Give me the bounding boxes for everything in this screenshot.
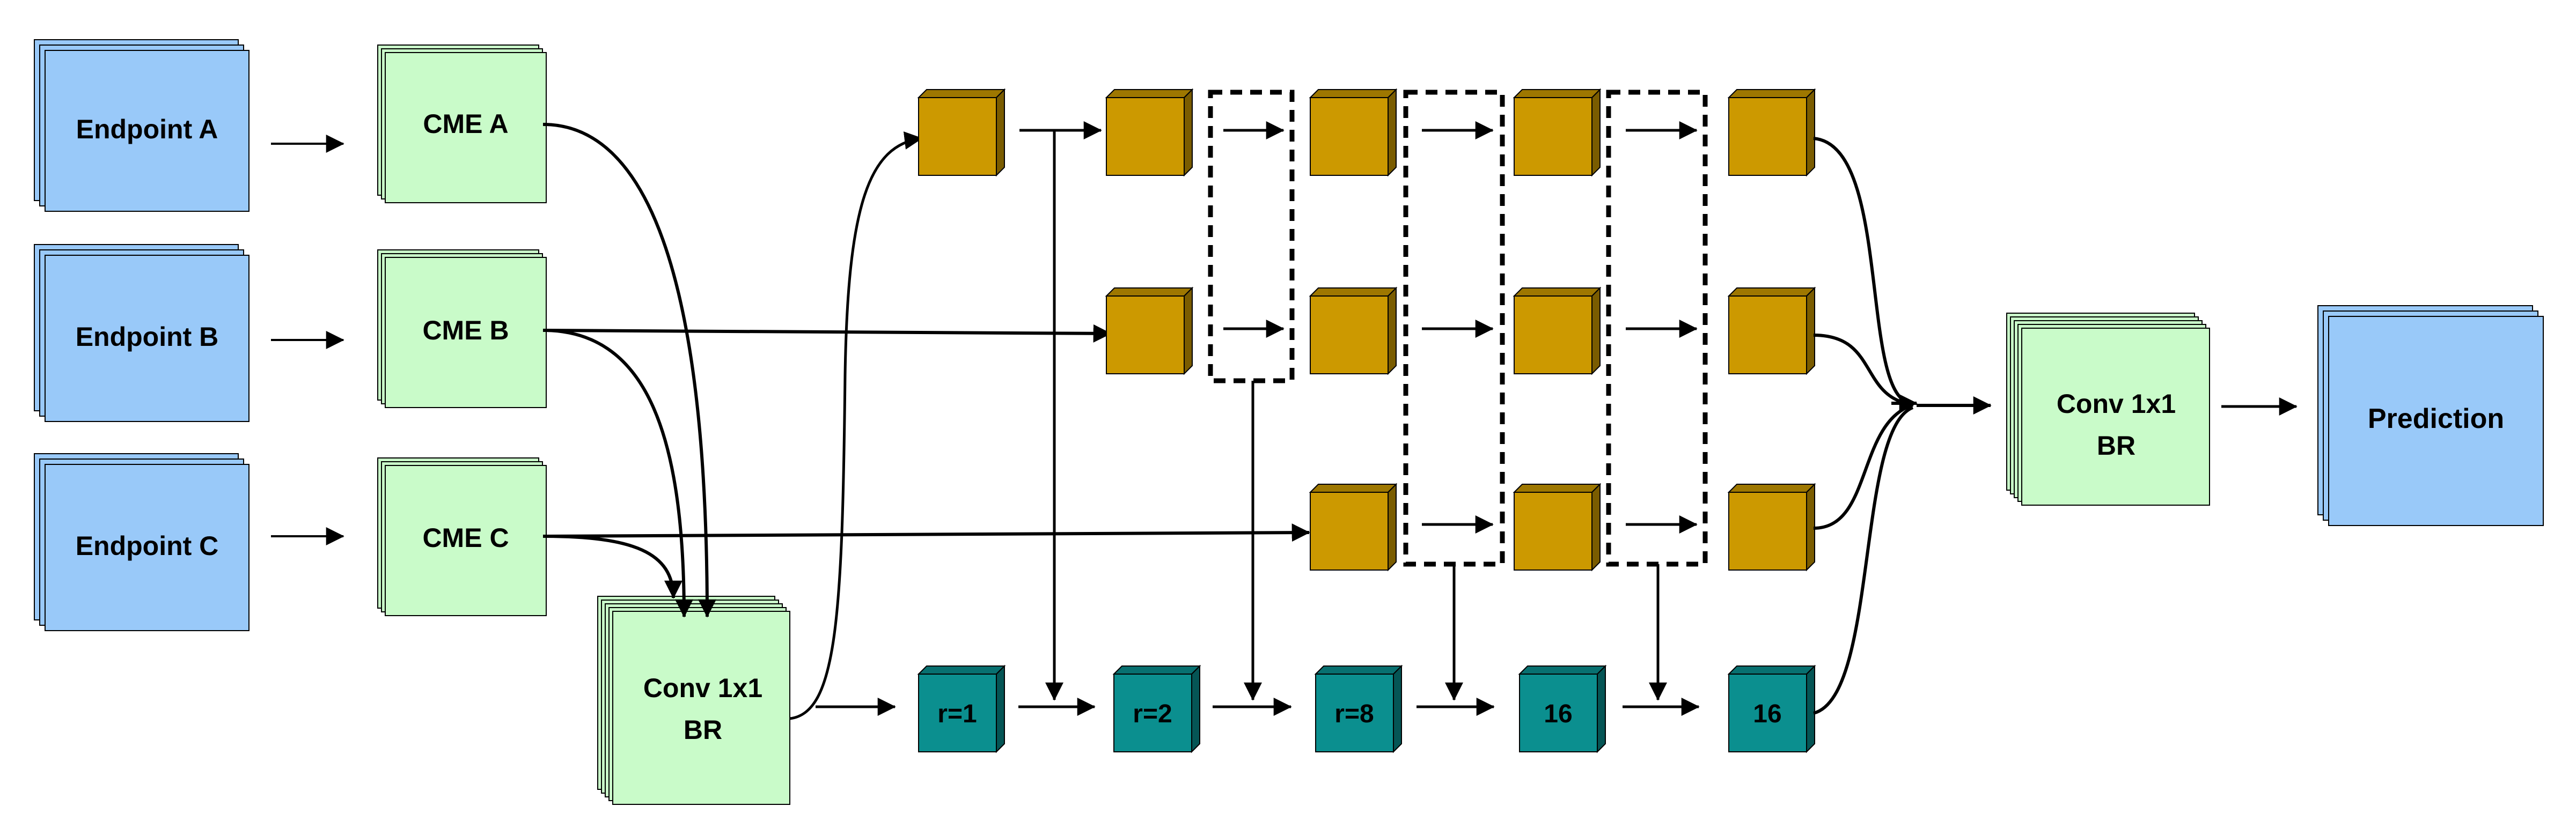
- fusion-outputs: [789, 131, 923, 720]
- prediction-label: Prediction: [2368, 403, 2504, 434]
- merge-curves: [1813, 137, 1992, 715]
- cme-c-label: CME C: [422, 523, 509, 553]
- cme-a-node: CME A: [377, 45, 547, 203]
- feature-cube: [917, 88, 1006, 177]
- fusion-conv-line1: Conv 1x1: [643, 673, 762, 703]
- cme-c-node: CME C: [377, 457, 547, 616]
- feature-cube: [1513, 483, 1602, 572]
- dilation-rate-label: r=2: [1133, 700, 1172, 728]
- endpoint-c-node: Endpoint C: [34, 453, 249, 631]
- feature-cube: [1309, 286, 1398, 375]
- dilation-cube-r1: r=1: [917, 664, 1006, 753]
- feature-cube: [1513, 88, 1602, 177]
- dilation-cube-r16a: 16: [1518, 664, 1607, 753]
- cme-b-node: CME B: [377, 249, 547, 408]
- endpoint-c-label: Endpoint C: [76, 531, 219, 561]
- feature-cubes: [917, 88, 1816, 572]
- dilation-cube-r2: r=2: [1112, 664, 1201, 753]
- feature-cube: [1727, 88, 1816, 177]
- endpoint-b-label: Endpoint B: [76, 322, 219, 352]
- feature-cube: [1727, 483, 1816, 572]
- dilation-rate-label: 16: [1753, 700, 1781, 728]
- output-conv-node: Conv 1x1 BR: [2006, 313, 2210, 506]
- dilation-cube-r16b: 16: [1727, 664, 1816, 753]
- cme-connections: [542, 123, 1310, 618]
- feature-cube: [1727, 286, 1816, 375]
- feature-cube: [1309, 88, 1398, 177]
- feature-cube: [1105, 286, 1194, 375]
- output-conv-line2: BR: [2097, 431, 2135, 461]
- fusion-conv-node: Conv 1x1 BR: [597, 596, 790, 805]
- dilation-cubes: r=1 r=2 r=8 16 16: [917, 664, 1816, 753]
- prediction-node: Prediction: [2317, 305, 2544, 526]
- dilation-rate-label: r=1: [937, 700, 977, 728]
- endpoint-to-cme-arrows: [271, 135, 344, 545]
- fusion-conv-line2: BR: [684, 715, 722, 745]
- feature-cube: [1513, 286, 1602, 375]
- feature-cube: [1309, 483, 1398, 572]
- output-conv-line1: Conv 1x1: [2057, 389, 2176, 419]
- endpoint-a-label: Endpoint A: [76, 114, 218, 144]
- dilation-rate-label: r=8: [1334, 700, 1374, 728]
- feature-cube: [1105, 88, 1194, 177]
- dilation-rate-label: 16: [1544, 700, 1572, 728]
- cme-a-label: CME A: [423, 109, 508, 139]
- endpoint-a-node: Endpoint A: [34, 39, 249, 212]
- dilation-cube-r8: r=8: [1314, 664, 1403, 753]
- internal-arrows: [1018, 121, 1700, 716]
- cme-b-label: CME B: [422, 315, 509, 345]
- endpoint-b-node: Endpoint B: [34, 244, 249, 422]
